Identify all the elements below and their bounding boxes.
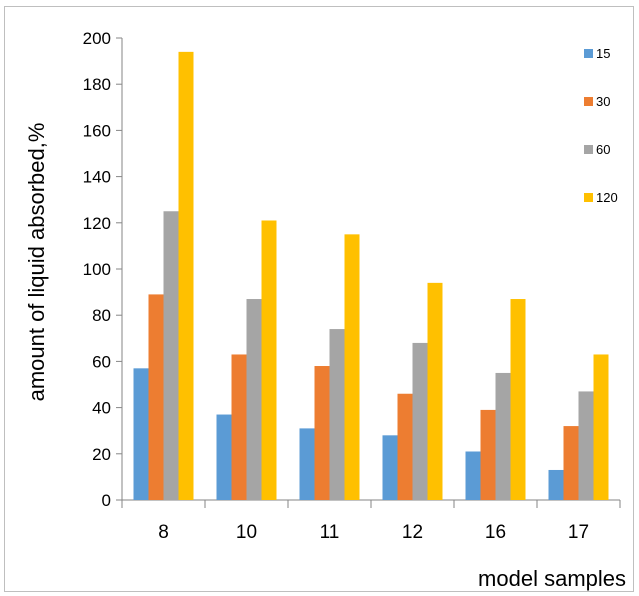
bar [246,299,262,500]
bar [412,342,428,500]
y-tick-label: 200 [83,29,111,48]
bar [163,211,179,500]
bar [178,51,194,501]
bars [133,51,609,501]
bar [299,428,315,500]
bar [148,294,164,500]
bar [563,426,579,500]
x-axis: 8 10 11 12 16 17 [121,499,621,543]
bar [578,391,594,500]
bar [329,329,345,500]
y-tick-label: 140 [83,168,111,187]
y-tick-label: 80 [92,306,111,325]
bar [382,435,398,500]
legend-label: 30 [596,94,610,109]
bar [231,354,247,500]
x-tick-label: 10 [236,522,257,543]
bar [465,451,481,500]
bar [397,393,413,500]
y-tick-label: 40 [92,399,111,418]
legend-swatch [584,49,593,58]
y-tick-label: 20 [92,445,111,464]
bar [548,469,564,500]
legend-label: 60 [596,142,610,157]
bar [480,409,496,500]
x-tick-label: 11 [320,522,340,543]
legend-label: 15 [596,46,610,61]
y-tick-label: 60 [92,352,111,371]
bar [495,372,511,500]
legend-label: 120 [596,190,618,205]
y-tick-label: 120 [83,214,111,233]
legend-swatch [584,97,593,106]
legend-swatch [584,145,593,154]
x-tick-label: 16 [485,522,506,543]
bar [133,368,149,500]
bar [261,220,277,501]
bar [314,366,330,500]
legend: 15 30 60 120 [584,46,618,205]
y-tick-label: 160 [83,121,111,140]
y-axis: 0 20 40 60 80 100 120 140 160 180 200 [83,29,123,510]
x-tick-label: 12 [402,522,423,543]
bar [593,354,609,500]
bar [427,282,443,500]
y-tick-label: 180 [83,75,111,94]
legend-swatch [584,193,593,202]
x-tick-label: 8 [158,522,169,543]
bar [510,299,526,500]
y-tick-label: 0 [102,491,111,510]
x-tick-label: 17 [568,522,589,543]
bar [344,234,360,500]
x-axis-title: model samples [478,566,626,591]
bar [216,414,232,500]
y-tick-label: 100 [83,260,111,279]
y-axis-title: amount of liquid absorbed,% [24,123,49,402]
